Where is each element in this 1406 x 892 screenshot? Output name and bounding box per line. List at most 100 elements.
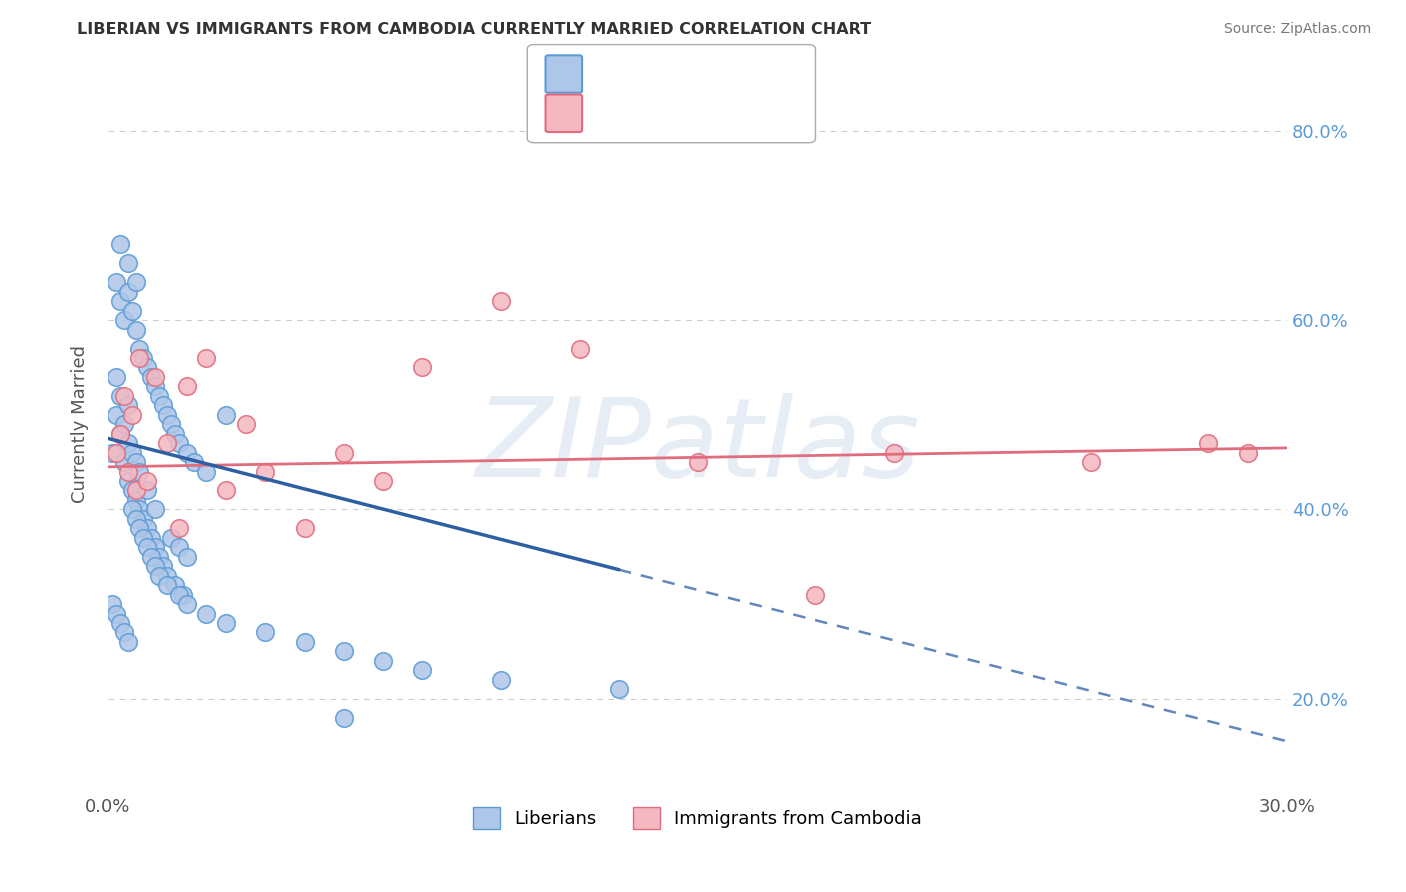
Point [143, 370, 166, 384]
Point [101, 597, 124, 611]
Point [108, 389, 131, 403]
Point [117, 465, 139, 479]
Point [112, 455, 135, 469]
Point [121, 408, 143, 422]
Point [101, 445, 124, 459]
Point [294, 635, 316, 649]
Point [128, 342, 150, 356]
Point [294, 521, 316, 535]
Point [183, 455, 205, 469]
Point [333, 644, 356, 658]
Point [160, 417, 183, 432]
Point [804, 588, 827, 602]
Point [104, 607, 127, 621]
Text: N =: N = [717, 65, 756, 83]
Point [156, 568, 179, 582]
Point [121, 445, 143, 459]
Point [108, 294, 131, 309]
Point [1236, 445, 1258, 459]
Point [108, 426, 131, 441]
Text: R =: R = [591, 104, 630, 122]
Point [124, 512, 146, 526]
Point [686, 455, 709, 469]
Point [124, 323, 146, 337]
Point [215, 408, 238, 422]
Point [167, 588, 190, 602]
Point [333, 711, 356, 725]
Text: 0.037: 0.037 [638, 104, 702, 122]
Point [489, 673, 512, 687]
Point [136, 483, 159, 498]
Point [411, 663, 433, 677]
Text: N =: N = [717, 104, 756, 122]
Text: 28: 28 [762, 104, 787, 122]
Point [141, 370, 163, 384]
Point [112, 417, 135, 432]
Point [195, 351, 218, 365]
Point [117, 285, 139, 299]
Point [108, 237, 131, 252]
Point [132, 512, 155, 526]
Text: 80: 80 [762, 65, 787, 83]
Point [176, 597, 198, 611]
Point [141, 549, 163, 564]
Point [143, 502, 166, 516]
Legend: Liberians, Immigrants from Cambodia: Liberians, Immigrants from Cambodia [465, 799, 929, 836]
Point [195, 607, 218, 621]
Point [371, 654, 394, 668]
Point [136, 521, 159, 535]
Point [411, 360, 433, 375]
Point [371, 474, 394, 488]
Point [167, 521, 190, 535]
Point [568, 342, 591, 356]
Point [117, 436, 139, 450]
Point [117, 398, 139, 412]
Point [124, 455, 146, 469]
Point [121, 483, 143, 498]
Point [136, 474, 159, 488]
Point [235, 417, 257, 432]
Point [156, 408, 179, 422]
Point [104, 370, 127, 384]
Point [148, 389, 170, 403]
Point [143, 541, 166, 555]
Point [141, 531, 163, 545]
Point [143, 559, 166, 574]
Point [117, 256, 139, 270]
Point [112, 313, 135, 327]
Text: Source: ZipAtlas.com: Source: ZipAtlas.com [1223, 22, 1371, 37]
Y-axis label: Currently Married: Currently Married [72, 345, 89, 503]
Point [254, 625, 277, 640]
Point [160, 531, 183, 545]
Point [489, 294, 512, 309]
Point [176, 445, 198, 459]
Point [124, 492, 146, 507]
Point [333, 445, 356, 459]
Point [215, 615, 238, 630]
Point [124, 275, 146, 289]
Point [148, 549, 170, 564]
Point [121, 303, 143, 318]
Text: LIBERIAN VS IMMIGRANTS FROM CAMBODIA CURRENTLY MARRIED CORRELATION CHART: LIBERIAN VS IMMIGRANTS FROM CAMBODIA CUR… [77, 22, 872, 37]
Point [108, 615, 131, 630]
Point [124, 483, 146, 498]
Point [104, 275, 127, 289]
Point [167, 541, 190, 555]
Point [172, 588, 194, 602]
Point [156, 578, 179, 592]
Point [128, 351, 150, 365]
Point [607, 682, 630, 697]
Point [143, 379, 166, 393]
Point [176, 549, 198, 564]
Point [167, 436, 190, 450]
Point [117, 635, 139, 649]
Point [104, 408, 127, 422]
Point [152, 398, 174, 412]
Point [128, 502, 150, 516]
Point [883, 445, 905, 459]
Point [128, 521, 150, 535]
Point [136, 541, 159, 555]
Point [1198, 436, 1220, 450]
Point [112, 389, 135, 403]
Point [104, 445, 127, 459]
